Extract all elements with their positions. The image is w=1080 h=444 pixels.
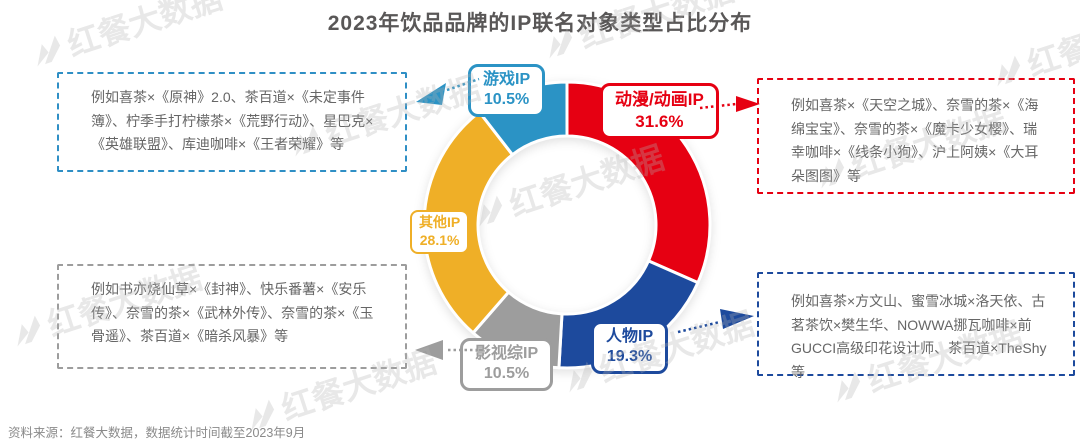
- arrow-anime-icon: [699, 96, 760, 112]
- source-note: 资料来源：红餐大数据，数据统计时间截至2023年9月: [8, 426, 306, 440]
- example-box-tv-ip: 例如书亦烧仙草×《封神》、快乐番薯×《安乐传》、奈雪的茶×《武林外传》、奈雪的茶…: [57, 264, 407, 369]
- brand-logo-icon: [17, 315, 41, 347]
- arrow-game-icon: [416, 77, 480, 105]
- segment-label-game-name: 游戏IP: [483, 71, 531, 88]
- example-box-game-text: 例如喜茶×《原神》2.0、茶百道×《未定事件簿》、柠季手打柠檬茶×《荒野行动》、…: [91, 89, 374, 153]
- page-title: 2023年饮品品牌的IP联名对象类型占比分布: [327, 12, 753, 35]
- segment-label-tv-pct: 10.5%: [483, 365, 530, 383]
- example-box-anime-ip: 例如喜茶×《天空之城》、奈雪的茶×《海绵宝宝》、奈雪的茶×《魔卡少女樱》、瑞幸咖…: [757, 78, 1075, 194]
- segment-label-tv-name: 影视综IP: [475, 345, 539, 362]
- brand-logo-icon: [37, 35, 61, 67]
- segment-label-person-name: 人物IP: [606, 328, 654, 345]
- segment-label-anime-name: 动漫/动画IP: [615, 90, 704, 109]
- example-box-tv-text: 例如书亦烧仙草×《封神》、快乐番薯×《安乐传》、奈雪的茶×《武林外传》、奈雪的茶…: [91, 281, 374, 345]
- segment-label-anime-ip: 动漫/动画IP 31.6%: [600, 83, 719, 139]
- example-box-person-text: 例如喜茶×方文山、蜜雪冰城×洛天依、古茗茶饮×樊生华、NOWWA挪瓦咖啡×前GU…: [791, 293, 1047, 380]
- segment-label-game-ip: 游戏IP 10.5%: [468, 64, 546, 117]
- example-box-anime-text: 例如喜茶×《天空之城》、奈雪的茶×《海绵宝宝》、奈雪的茶×《魔卡少女樱》、瑞幸咖…: [791, 97, 1039, 184]
- segment-label-other-pct: 28.1%: [419, 231, 460, 248]
- segment-label-person-pct: 19.3%: [606, 348, 653, 366]
- example-box-person-ip: 例如喜茶×方文山、蜜雪冰城×洛天依、古茗茶饮×樊生华、NOWWA挪瓦咖啡×前GU…: [757, 272, 1075, 380]
- segment-label-other-ip: 其他IP 28.1%: [410, 210, 470, 254]
- segment-label-tv-ip: 影视综IP 10.5%: [460, 338, 554, 391]
- segment-label-game-pct: 10.5%: [483, 91, 530, 109]
- example-box-game-ip: 例如喜茶×《原神》2.0、茶百道×《未定事件簿》、柠季手打柠檬茶×《荒野行动》、…: [57, 72, 407, 172]
- arrow-person-icon: [677, 309, 754, 334]
- segment-label-anime-pct: 31.6%: [635, 111, 684, 131]
- arrow-tv-icon: [415, 340, 492, 360]
- segment-label-other-name: 其他IP: [419, 214, 461, 230]
- segment-label-person-ip: 人物IP 19.3%: [591, 321, 669, 374]
